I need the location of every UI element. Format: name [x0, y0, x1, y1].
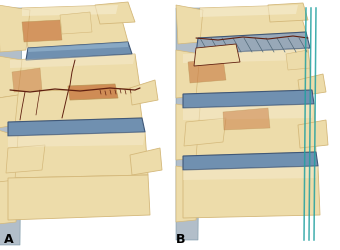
Polygon shape — [10, 54, 135, 68]
Polygon shape — [0, 95, 18, 128]
Polygon shape — [0, 130, 18, 182]
Text: B: B — [176, 233, 186, 246]
Polygon shape — [130, 80, 158, 105]
Polygon shape — [176, 50, 200, 98]
Polygon shape — [176, 5, 203, 44]
Polygon shape — [183, 104, 314, 120]
Polygon shape — [95, 2, 135, 24]
Polygon shape — [183, 152, 318, 170]
Polygon shape — [298, 120, 328, 148]
Polygon shape — [183, 104, 316, 156]
Polygon shape — [130, 148, 162, 175]
Text: A: A — [4, 233, 14, 246]
Polygon shape — [286, 50, 310, 70]
Polygon shape — [0, 8, 22, 245]
Polygon shape — [12, 68, 42, 92]
Polygon shape — [5, 88, 142, 122]
Polygon shape — [22, 20, 62, 42]
Polygon shape — [10, 54, 140, 92]
Polygon shape — [184, 118, 226, 146]
Polygon shape — [0, 5, 30, 52]
Polygon shape — [60, 12, 92, 34]
Polygon shape — [26, 42, 132, 60]
Polygon shape — [0, 178, 18, 224]
Polygon shape — [268, 3, 308, 22]
Polygon shape — [22, 5, 118, 16]
Polygon shape — [183, 48, 312, 94]
Polygon shape — [183, 166, 318, 180]
Polygon shape — [6, 145, 45, 173]
Polygon shape — [176, 104, 200, 160]
Polygon shape — [68, 84, 118, 100]
Polygon shape — [28, 42, 128, 52]
Polygon shape — [8, 175, 150, 220]
Polygon shape — [196, 32, 310, 54]
Polygon shape — [22, 5, 128, 48]
Polygon shape — [223, 108, 270, 130]
Polygon shape — [176, 8, 200, 240]
Polygon shape — [298, 74, 326, 96]
Polygon shape — [176, 166, 200, 222]
Polygon shape — [0, 56, 22, 98]
Polygon shape — [183, 166, 320, 218]
Polygon shape — [183, 48, 308, 63]
Polygon shape — [198, 5, 306, 38]
Polygon shape — [194, 44, 240, 66]
Polygon shape — [8, 132, 145, 147]
Polygon shape — [8, 132, 148, 178]
Polygon shape — [200, 5, 298, 17]
Polygon shape — [8, 118, 145, 136]
Polygon shape — [188, 58, 226, 83]
Polygon shape — [183, 90, 314, 108]
